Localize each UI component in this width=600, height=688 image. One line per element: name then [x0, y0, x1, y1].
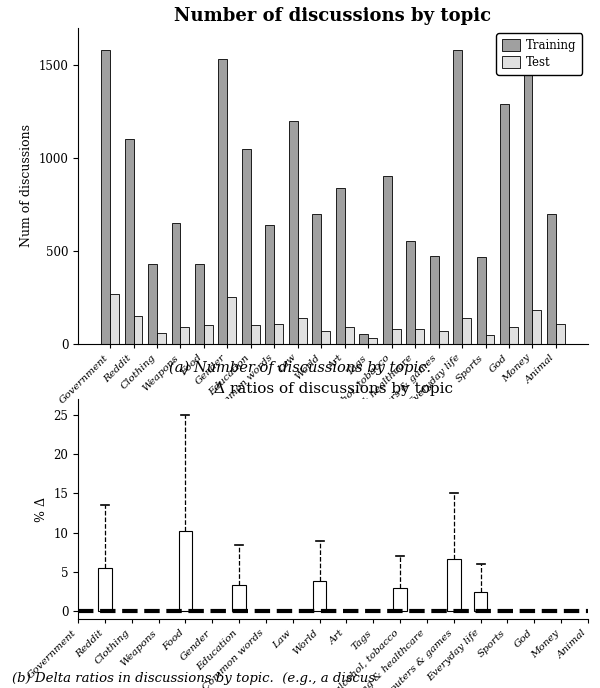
Bar	[524, 69, 532, 344]
Bar	[321, 331, 330, 344]
Bar	[476, 257, 485, 344]
Bar	[547, 214, 556, 344]
Bar	[298, 318, 307, 344]
Bar	[195, 264, 204, 344]
Y-axis label: % Δ: % Δ	[35, 497, 48, 522]
Legend: Training, Test: Training, Test	[496, 34, 582, 75]
Text: (a) Number of discussions by topic.: (a) Number of discussions by topic.	[169, 361, 431, 375]
Bar	[394, 588, 407, 612]
Bar	[359, 334, 368, 344]
Title: Δ ratios of discussions by topic: Δ ratios of discussions by topic	[214, 383, 452, 396]
Bar	[430, 255, 439, 344]
Bar	[336, 188, 345, 344]
Bar	[509, 327, 518, 344]
Bar	[447, 559, 461, 612]
Bar	[251, 325, 260, 344]
Title: Number of discussions by topic: Number of discussions by topic	[175, 7, 491, 25]
Bar	[392, 329, 401, 344]
Bar	[274, 323, 283, 344]
Bar	[383, 176, 392, 344]
Bar	[148, 264, 157, 344]
Bar	[462, 318, 471, 344]
Text: (b) Delta ratios in discussions by topic.  (e.g., a discus: (b) Delta ratios in discussions by topic…	[12, 671, 375, 685]
Bar	[242, 149, 251, 344]
Bar	[345, 327, 353, 344]
Bar	[157, 333, 166, 344]
Bar	[172, 223, 181, 344]
Bar	[227, 297, 236, 344]
Bar	[313, 214, 321, 344]
Bar	[179, 531, 192, 612]
Bar	[125, 139, 134, 344]
Bar	[232, 585, 246, 612]
Bar	[289, 120, 298, 344]
Bar	[415, 329, 424, 344]
Bar	[204, 325, 213, 344]
Bar	[474, 592, 487, 612]
Bar	[532, 310, 541, 344]
Bar	[368, 338, 377, 344]
Bar	[101, 50, 110, 344]
Bar	[439, 332, 448, 344]
Bar	[265, 225, 274, 344]
Bar	[110, 294, 119, 344]
Bar	[218, 59, 227, 344]
Bar	[181, 327, 190, 344]
Y-axis label: Num of discussions: Num of discussions	[20, 125, 33, 247]
Bar	[485, 334, 494, 344]
Bar	[313, 581, 326, 612]
Bar	[500, 104, 509, 344]
Bar	[556, 323, 565, 344]
Bar	[98, 568, 112, 612]
Bar	[406, 241, 415, 344]
Bar	[453, 50, 462, 344]
Bar	[134, 316, 142, 344]
